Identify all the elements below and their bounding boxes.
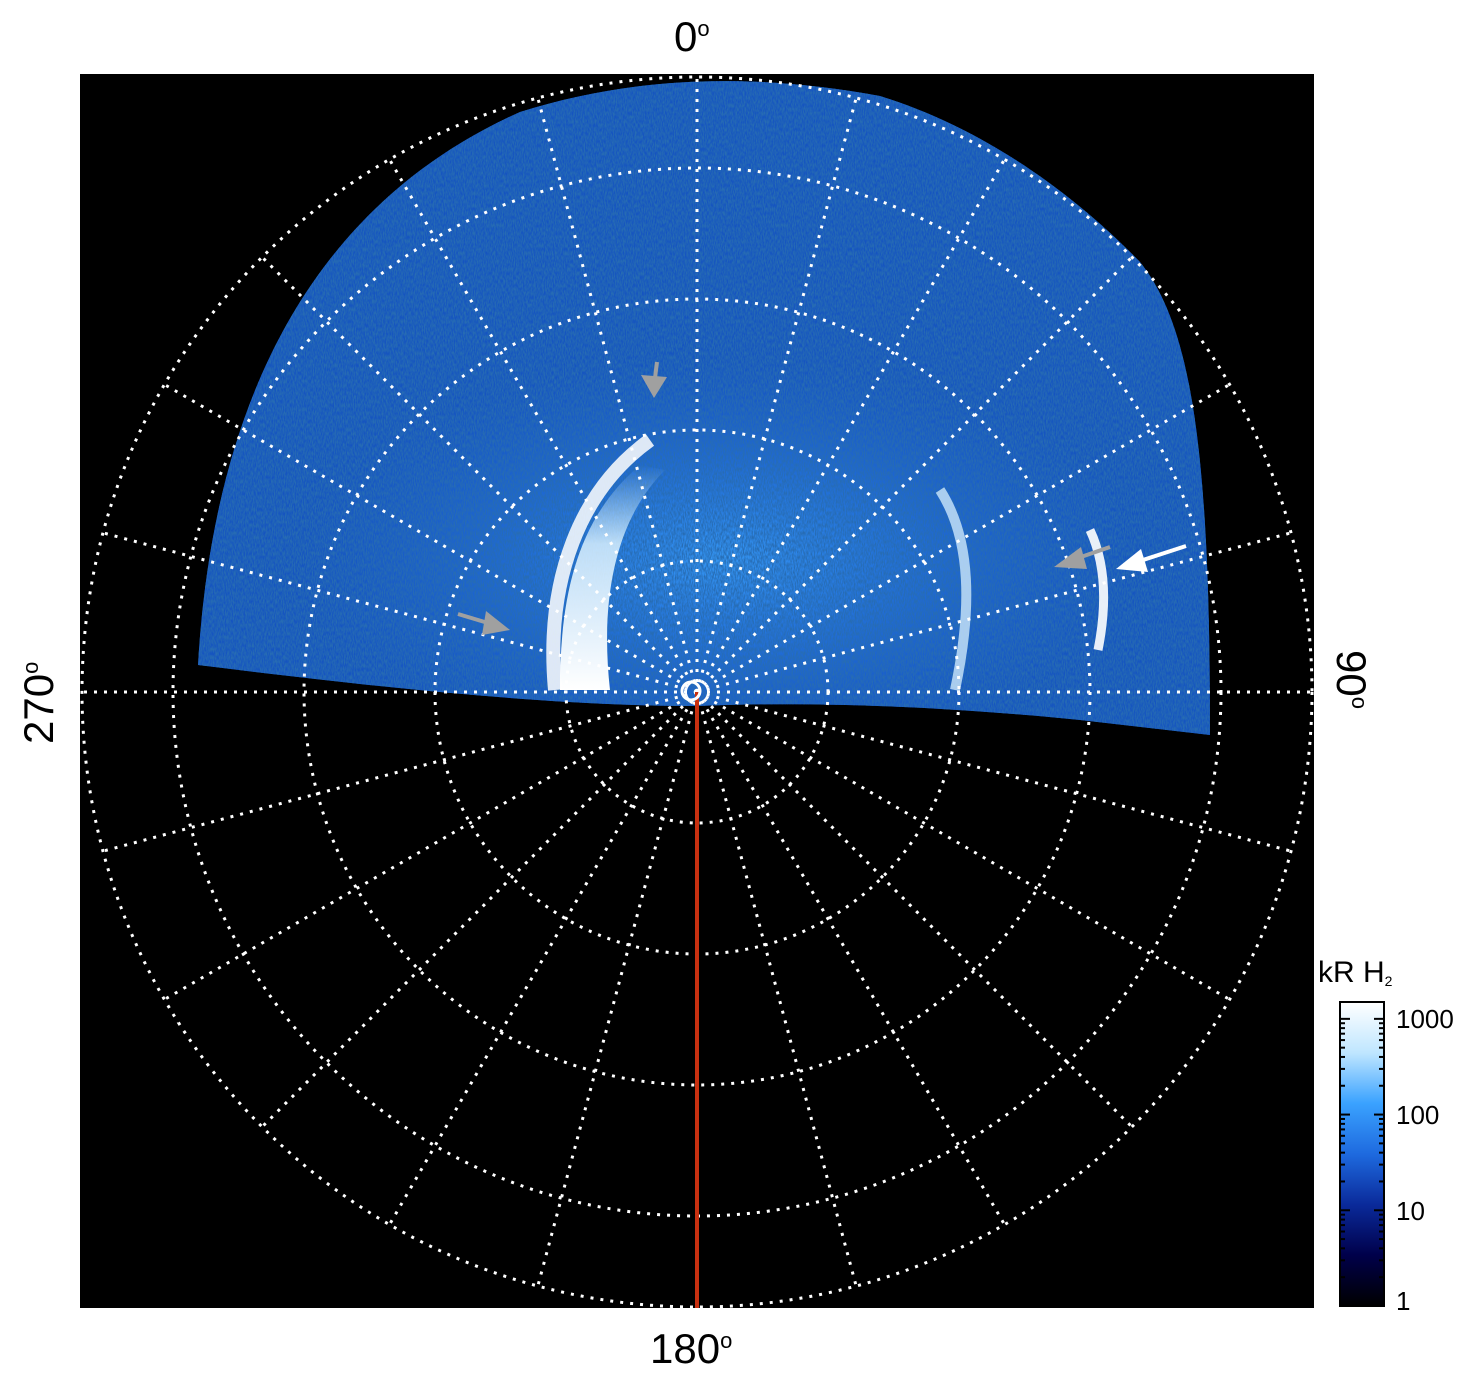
grid-circle-outer <box>80 75 1314 1308</box>
auroral-arc-dawn <box>560 465 665 690</box>
grid-spoke <box>388 158 699 693</box>
colorbar-tick-label: 1 <box>1396 1286 1411 1316</box>
grid-spoke <box>696 383 1231 694</box>
colorbar-tick-label: 10 <box>1396 1196 1425 1226</box>
auroral-arc-main <box>546 434 655 691</box>
grid-spoke <box>261 256 699 694</box>
auroral-arc-dusk-inner <box>935 487 972 692</box>
grid-spoke <box>695 691 858 1287</box>
colorbar-gradient <box>1339 1001 1385 1307</box>
grid-spoke <box>102 531 698 694</box>
angle-label-top: 0o <box>674 13 710 60</box>
grid-spoke <box>388 691 699 1226</box>
grid-spoke <box>536 97 699 693</box>
grid-spoke <box>695 256 1133 694</box>
grid-spoke <box>261 690 699 1128</box>
angle-label-right: 90o <box>1328 650 1375 709</box>
grid-spoke <box>536 691 699 1287</box>
grid-spoke <box>695 97 858 693</box>
arrow-gray-left <box>457 611 510 635</box>
grid-spoke <box>102 690 698 853</box>
grid-spoke <box>696 690 1292 853</box>
grid-spoke <box>695 690 1133 1128</box>
arrow-white-right <box>1116 544 1187 572</box>
colorbar-tick-label: 1000 <box>1396 1004 1454 1034</box>
grid-circle <box>171 166 1223 1218</box>
grid-spoke <box>695 158 1006 693</box>
arrow-annotations <box>457 361 1187 635</box>
colorbar-tick-label: 100 <box>1396 1100 1440 1130</box>
grid-spoke <box>163 383 698 694</box>
angle-label-bottom: 180o <box>650 1325 733 1372</box>
grid-spoke <box>695 691 1006 1226</box>
colorbar <box>1339 1001 1385 1307</box>
arrow-gray-right <box>1054 545 1111 569</box>
grid-spoke <box>696 531 1292 694</box>
arrow-gray-top <box>641 361 667 398</box>
angle-label-left: 270o <box>15 661 62 744</box>
pole-marker <box>680 680 702 702</box>
emission-region <box>198 81 1210 735</box>
grid-spoke <box>696 690 1231 1001</box>
colorbar-title: kR H2 <box>1318 956 1393 989</box>
grid-spoke <box>163 690 698 1001</box>
